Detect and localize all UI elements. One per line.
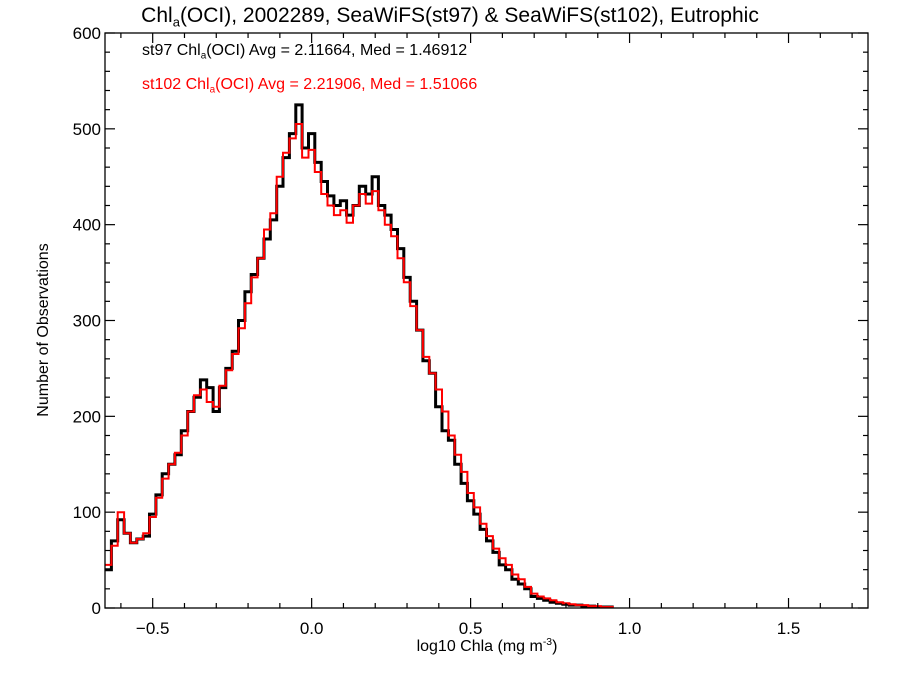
plot-frame	[104, 32, 869, 609]
y-tick-label: 300	[73, 312, 101, 331]
x-tick-label: 1.0	[618, 619, 642, 638]
x-axis-label: log10 Chla (mg m-3)	[416, 636, 558, 655]
legend-entry-st97: st97 Chla(OCI) Avg = 2.11664, Med = 1.46…	[142, 42, 468, 62]
tick-layer: −0.5 0.0 0.5 1.0 1.5 0 100 200 300 400 500 600	[73, 24, 868, 638]
histogram-series-st102	[105, 123, 614, 608]
y-tick-label: 400	[73, 216, 101, 235]
chart-title: Chla(OCI), 2002289, SeaWiFS(st97) & SeaW…	[141, 4, 759, 30]
y-tick-label: 500	[73, 120, 101, 139]
x-tick-label: 0.0	[300, 619, 324, 638]
histogram-series-st97	[105, 103, 614, 609]
series-layer	[105, 103, 614, 609]
legend-entry-st102: st102 Chla(OCI) Avg = 2.21906, Med = 1.5…	[142, 76, 478, 96]
y-tick-label: 600	[73, 24, 101, 43]
y-tick-label: 100	[73, 503, 101, 522]
y-tick-label: 200	[73, 407, 101, 426]
x-tick-label: −0.5	[136, 619, 170, 638]
y-tick-label: 0	[92, 599, 101, 618]
x-tick-label: 1.5	[777, 619, 801, 638]
x-tick-label: 0.5	[459, 619, 483, 638]
